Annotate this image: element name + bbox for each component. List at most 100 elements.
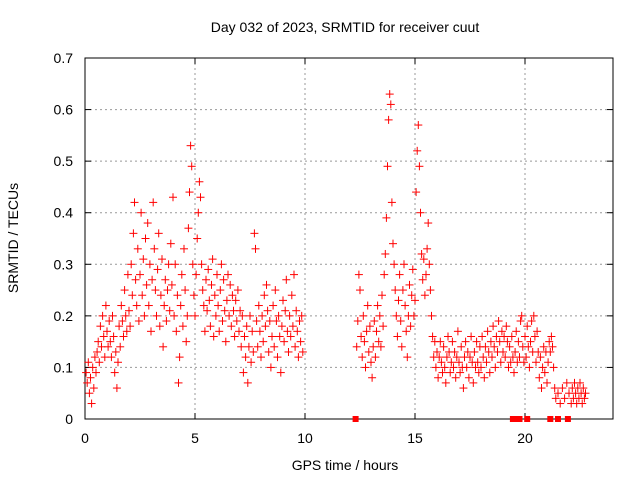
- data-point: [284, 347, 293, 356]
- data-point: [253, 342, 262, 351]
- data-point: [373, 301, 382, 310]
- data-point: [420, 291, 429, 300]
- data-point: [104, 342, 113, 351]
- data-point: [379, 322, 388, 331]
- plot-frame: [84, 57, 614, 420]
- data-point: [481, 342, 490, 351]
- data-point: [116, 342, 125, 351]
- data-point: [372, 327, 381, 336]
- data-point: [210, 291, 219, 300]
- x-tick-label: 15: [407, 430, 423, 446]
- data-point: [111, 347, 120, 356]
- data-point: [103, 327, 111, 336]
- data-point: [105, 317, 114, 326]
- data-point: [119, 332, 128, 341]
- data-point: [195, 177, 204, 186]
- data-point: [172, 327, 181, 336]
- data-point: [144, 301, 153, 310]
- data-point: [228, 291, 237, 300]
- data-point: [166, 239, 175, 248]
- data-point: [270, 342, 279, 351]
- data-point: [92, 368, 100, 377]
- data-point: [95, 358, 104, 367]
- data-point: [143, 219, 152, 228]
- data-point: [386, 100, 395, 109]
- data-point: [425, 260, 434, 269]
- data-point: [551, 394, 560, 403]
- data-point: [507, 332, 516, 341]
- data-point: [554, 389, 562, 398]
- data-point: [241, 353, 250, 362]
- data-point: [436, 337, 445, 346]
- data-point: [389, 239, 397, 248]
- x-tick-label: 10: [297, 430, 313, 446]
- data-point: [546, 347, 555, 356]
- data-point: [287, 291, 296, 300]
- data-point: [109, 332, 118, 341]
- data-point: [276, 368, 285, 377]
- data-point: [433, 347, 441, 356]
- data-point: [85, 389, 94, 398]
- data-point: [141, 234, 150, 243]
- data-point: [224, 270, 232, 279]
- data-point: [479, 353, 488, 362]
- data-point: [213, 270, 221, 279]
- data-point: [537, 384, 546, 393]
- data-point: [368, 373, 377, 382]
- data-point: [383, 162, 392, 171]
- data-point: [438, 368, 447, 377]
- data-point: [99, 332, 108, 341]
- data-point: [382, 213, 391, 222]
- data-point: [266, 363, 275, 372]
- data-point: [244, 342, 253, 351]
- data-point: [397, 342, 406, 351]
- data-point: [98, 311, 107, 320]
- data-point: [211, 311, 220, 320]
- data-point: [205, 296, 214, 305]
- data-point: [581, 389, 590, 398]
- data-point: [439, 342, 448, 351]
- data-point: [502, 322, 511, 331]
- data-point: [142, 280, 151, 289]
- data-point: [117, 301, 126, 310]
- data-point: [280, 337, 289, 346]
- data-point: [437, 358, 446, 367]
- data-point: [419, 255, 428, 264]
- data-point: [145, 260, 154, 269]
- data-point: [222, 296, 231, 305]
- data-point: [268, 332, 276, 341]
- data-point: [484, 347, 493, 356]
- data-point: [291, 342, 300, 351]
- zero-data-point: [513, 416, 520, 422]
- data-point: [409, 311, 418, 320]
- data-point: [185, 188, 194, 197]
- data-point: [273, 353, 282, 362]
- zero-data-point: [555, 416, 561, 422]
- axis-ticks: 0 0.1 0.2 0.3 0.4 0.5 0.6 0.7 0 5 10 15 20: [54, 50, 613, 446]
- data-point: [435, 353, 444, 362]
- data-point: [455, 358, 463, 367]
- data-point: [466, 353, 474, 362]
- y-axis-label: SRMTID / TECUs: [5, 183, 21, 293]
- data-point: [539, 342, 548, 351]
- data-point: [94, 337, 103, 346]
- data-point: [558, 384, 567, 393]
- data-point: [193, 234, 202, 243]
- data-point: [230, 332, 239, 341]
- data-point: [477, 363, 485, 372]
- data-point: [138, 291, 147, 300]
- data-point: [501, 353, 510, 362]
- data-point: [371, 353, 380, 362]
- data-point: [140, 311, 149, 320]
- data-point: [112, 384, 121, 393]
- data-point: [297, 311, 306, 320]
- data-point: [407, 291, 416, 300]
- data-point: [370, 317, 379, 326]
- data-point: [165, 306, 174, 315]
- data-point: [396, 317, 405, 326]
- data-point: [449, 363, 458, 372]
- x-axis-label: GPS time / hours: [292, 457, 399, 473]
- data-point: [219, 275, 228, 284]
- data-point: [490, 342, 499, 351]
- data-point: [544, 358, 553, 367]
